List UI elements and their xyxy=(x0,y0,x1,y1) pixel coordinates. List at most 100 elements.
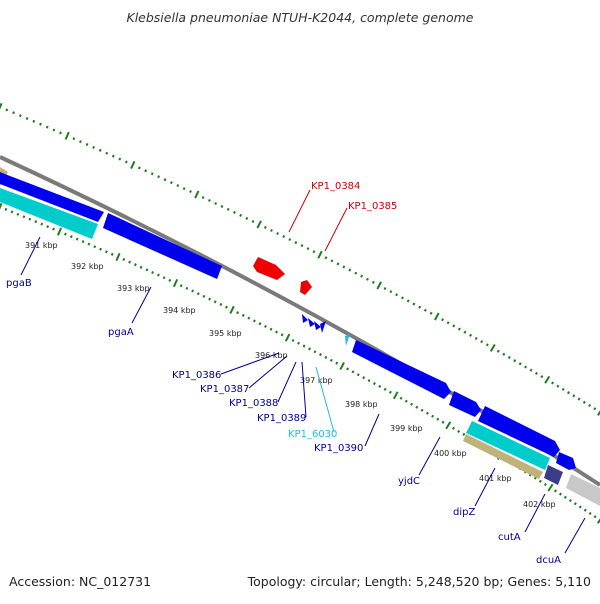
outer-ring-minor-tick xyxy=(348,268,352,272)
gene-label-kp1-6030[interactable]: KP1_6030 xyxy=(288,429,337,440)
ruler-label-397: 397 kbp xyxy=(300,376,333,385)
inner-ring-major-tick xyxy=(339,362,345,371)
ruler-label-399: 399 kbp xyxy=(390,424,423,433)
outer-ring-minor-tick xyxy=(276,231,280,236)
gene-pgaB-cyan-feature[interactable] xyxy=(0,188,98,239)
gene-pgaA[interactable] xyxy=(103,213,222,279)
gene-dipZ-tan-feature[interactable] xyxy=(463,434,543,479)
outer-ring-minor-tick xyxy=(98,148,102,152)
inner-ring-minor-tick xyxy=(110,252,114,256)
outer-ring-minor-tick xyxy=(429,311,433,315)
gene-kp1-0389[interactable] xyxy=(320,321,326,333)
inner-ring-major-tick xyxy=(56,227,63,236)
gene-label-kp1-0385[interactable]: KP1_0385 xyxy=(348,201,397,212)
gene-kp1-0390[interactable] xyxy=(352,340,451,399)
inner-ring-minor-tick xyxy=(46,225,50,229)
outer-ring-minor-tick xyxy=(45,125,49,129)
inner-ring-minor-tick xyxy=(156,273,160,277)
outer-ring-minor-tick xyxy=(52,128,56,132)
gene-kp1-6030[interactable] xyxy=(345,334,350,346)
inner-ring-minor-tick xyxy=(356,373,360,377)
gene-kp1-0387[interactable] xyxy=(308,318,315,327)
leader-line-kp1-6030 xyxy=(315,366,335,433)
gene-label-yjdC[interactable]: yjdC xyxy=(398,476,420,487)
gene-label-kp1-0390[interactable]: KP1_0390 xyxy=(314,443,363,454)
outer-ring-major-tick xyxy=(130,160,136,170)
outer-ring-minor-tick xyxy=(582,400,586,404)
gene-kp1-0386[interactable] xyxy=(302,314,308,323)
leader-line-dipZ xyxy=(474,467,496,507)
outer-ring-minor-tick xyxy=(474,336,478,340)
outer-ring-minor-tick xyxy=(176,184,180,188)
inner-ring-minor-tick xyxy=(93,245,97,249)
inner-ring-minor-tick xyxy=(452,426,455,430)
outer-ring-minor-tick xyxy=(72,137,76,141)
gene-cutA[interactable] xyxy=(556,452,576,470)
outer-ring-minor-tick xyxy=(182,187,186,191)
gene-label-pgaB[interactable]: pgaB xyxy=(6,278,32,289)
outer-ring-major-tick xyxy=(64,131,70,140)
gene-label-kp1-0388[interactable]: KP1_0388 xyxy=(229,398,278,409)
gene-kp1-0385[interactable] xyxy=(300,280,312,295)
inner-ring-minor-tick xyxy=(40,222,44,226)
inner-ring-major-tick xyxy=(596,518,600,524)
outer-ring-minor-tick xyxy=(324,256,328,260)
gene-dcuA[interactable] xyxy=(566,474,600,506)
leader-line-kp1-0387 xyxy=(248,355,288,389)
gene-dipZ[interactable] xyxy=(478,406,560,457)
gene-label-cutA[interactable]: cutA xyxy=(498,532,521,543)
inner-ring-minor-tick xyxy=(346,367,349,371)
inner-ring-minor-tick xyxy=(415,405,419,409)
gene-label-pgaA[interactable]: pgaA xyxy=(108,327,134,338)
outer-ring-minor-tick xyxy=(137,166,141,170)
outer-ring-minor-tick xyxy=(294,241,298,245)
gene-dipZ-cyan-feature[interactable] xyxy=(466,421,550,470)
inner-ring-minor-tick xyxy=(457,429,461,433)
inner-ring-minor-tick xyxy=(399,396,403,400)
outer-ring-major-tick xyxy=(256,220,262,229)
inner-ring-minor-tick xyxy=(351,370,355,374)
inner-ring-minor-tick xyxy=(133,263,137,267)
gene-label-kp1-0386[interactable]: KP1_0386 xyxy=(172,370,221,381)
inner-ring-minor-tick xyxy=(16,212,20,216)
outer-ring-minor-tick xyxy=(245,216,249,220)
gene-label-kp1-0384[interactable]: KP1_0384 xyxy=(311,181,360,192)
outer-ring-minor-tick xyxy=(534,371,538,375)
ruler-label-400: 400 kbp xyxy=(434,449,467,458)
inner-ring-minor-tick xyxy=(225,305,228,309)
gene-pgaB[interactable] xyxy=(0,172,104,222)
inner-ring-minor-tick xyxy=(319,353,322,357)
gene-kp1-0384[interactable] xyxy=(253,257,285,280)
gene-label-kp1-0387[interactable]: KP1_0387 xyxy=(200,384,249,395)
gene-label-dipZ[interactable]: dipZ xyxy=(453,507,475,518)
outer-ring-minor-tick xyxy=(524,365,528,369)
outer-ring-minor-tick xyxy=(5,108,9,112)
outer-ring-minor-tick xyxy=(513,359,517,363)
outer-ring-minor-tick xyxy=(169,181,173,185)
outer-ring-minor-tick xyxy=(300,244,304,248)
gene-cutA-purple-feature[interactable] xyxy=(544,465,563,485)
outer-ring-minor-tick xyxy=(220,204,224,208)
gene-label-kp1-0389[interactable]: KP1_0389 xyxy=(257,413,306,424)
inner-ring-minor-tick xyxy=(145,268,149,272)
inner-ring-major-tick xyxy=(172,278,179,288)
outer-ring-minor-tick xyxy=(480,340,484,344)
outer-ring-minor-tick xyxy=(389,290,393,294)
leader-line-kp1-0384 xyxy=(288,189,311,233)
inner-ring-minor-tick xyxy=(578,505,582,509)
gene-yjdC[interactable] xyxy=(449,391,481,417)
outer-ring-minor-tick xyxy=(85,143,89,146)
gene-kp1-0388[interactable] xyxy=(314,321,321,330)
outer-ring-minor-tick xyxy=(336,262,340,266)
inner-ring-minor-tick xyxy=(335,361,339,365)
outer-ring-minor-tick xyxy=(507,355,511,359)
inner-ring-minor-tick xyxy=(10,210,14,214)
inner-ring-minor-tick xyxy=(573,502,577,506)
outer-tick-ring xyxy=(0,102,600,416)
inner-ring-minor-tick xyxy=(297,341,300,345)
inner-ring-minor-tick xyxy=(22,215,26,219)
gene-label-dcuA[interactable]: dcuA xyxy=(536,555,561,566)
outer-ring-minor-tick xyxy=(551,381,555,385)
outer-ring-minor-tick xyxy=(529,368,533,372)
inner-ring-minor-tick xyxy=(431,414,435,418)
